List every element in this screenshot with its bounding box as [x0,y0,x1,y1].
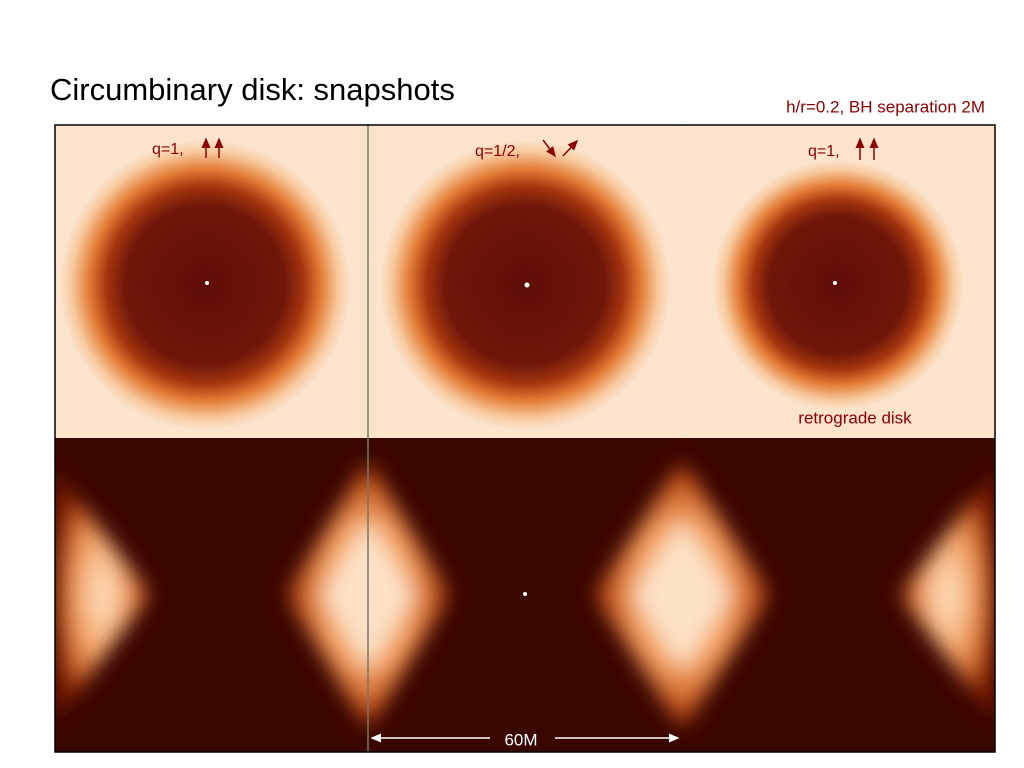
title: Circumbinary disk: snapshots [50,72,455,107]
scale-label: 60M [504,730,537,749]
note: h/r=0.2, BH separation 2M [786,97,985,116]
bottom-row [55,438,995,752]
panel-label: q=1, [152,141,184,158]
panel-caption: retrograde disk [798,408,912,427]
panel-label: q=1, [808,143,840,160]
panel-label: q=1/2, [475,143,520,160]
top-row [55,125,995,438]
